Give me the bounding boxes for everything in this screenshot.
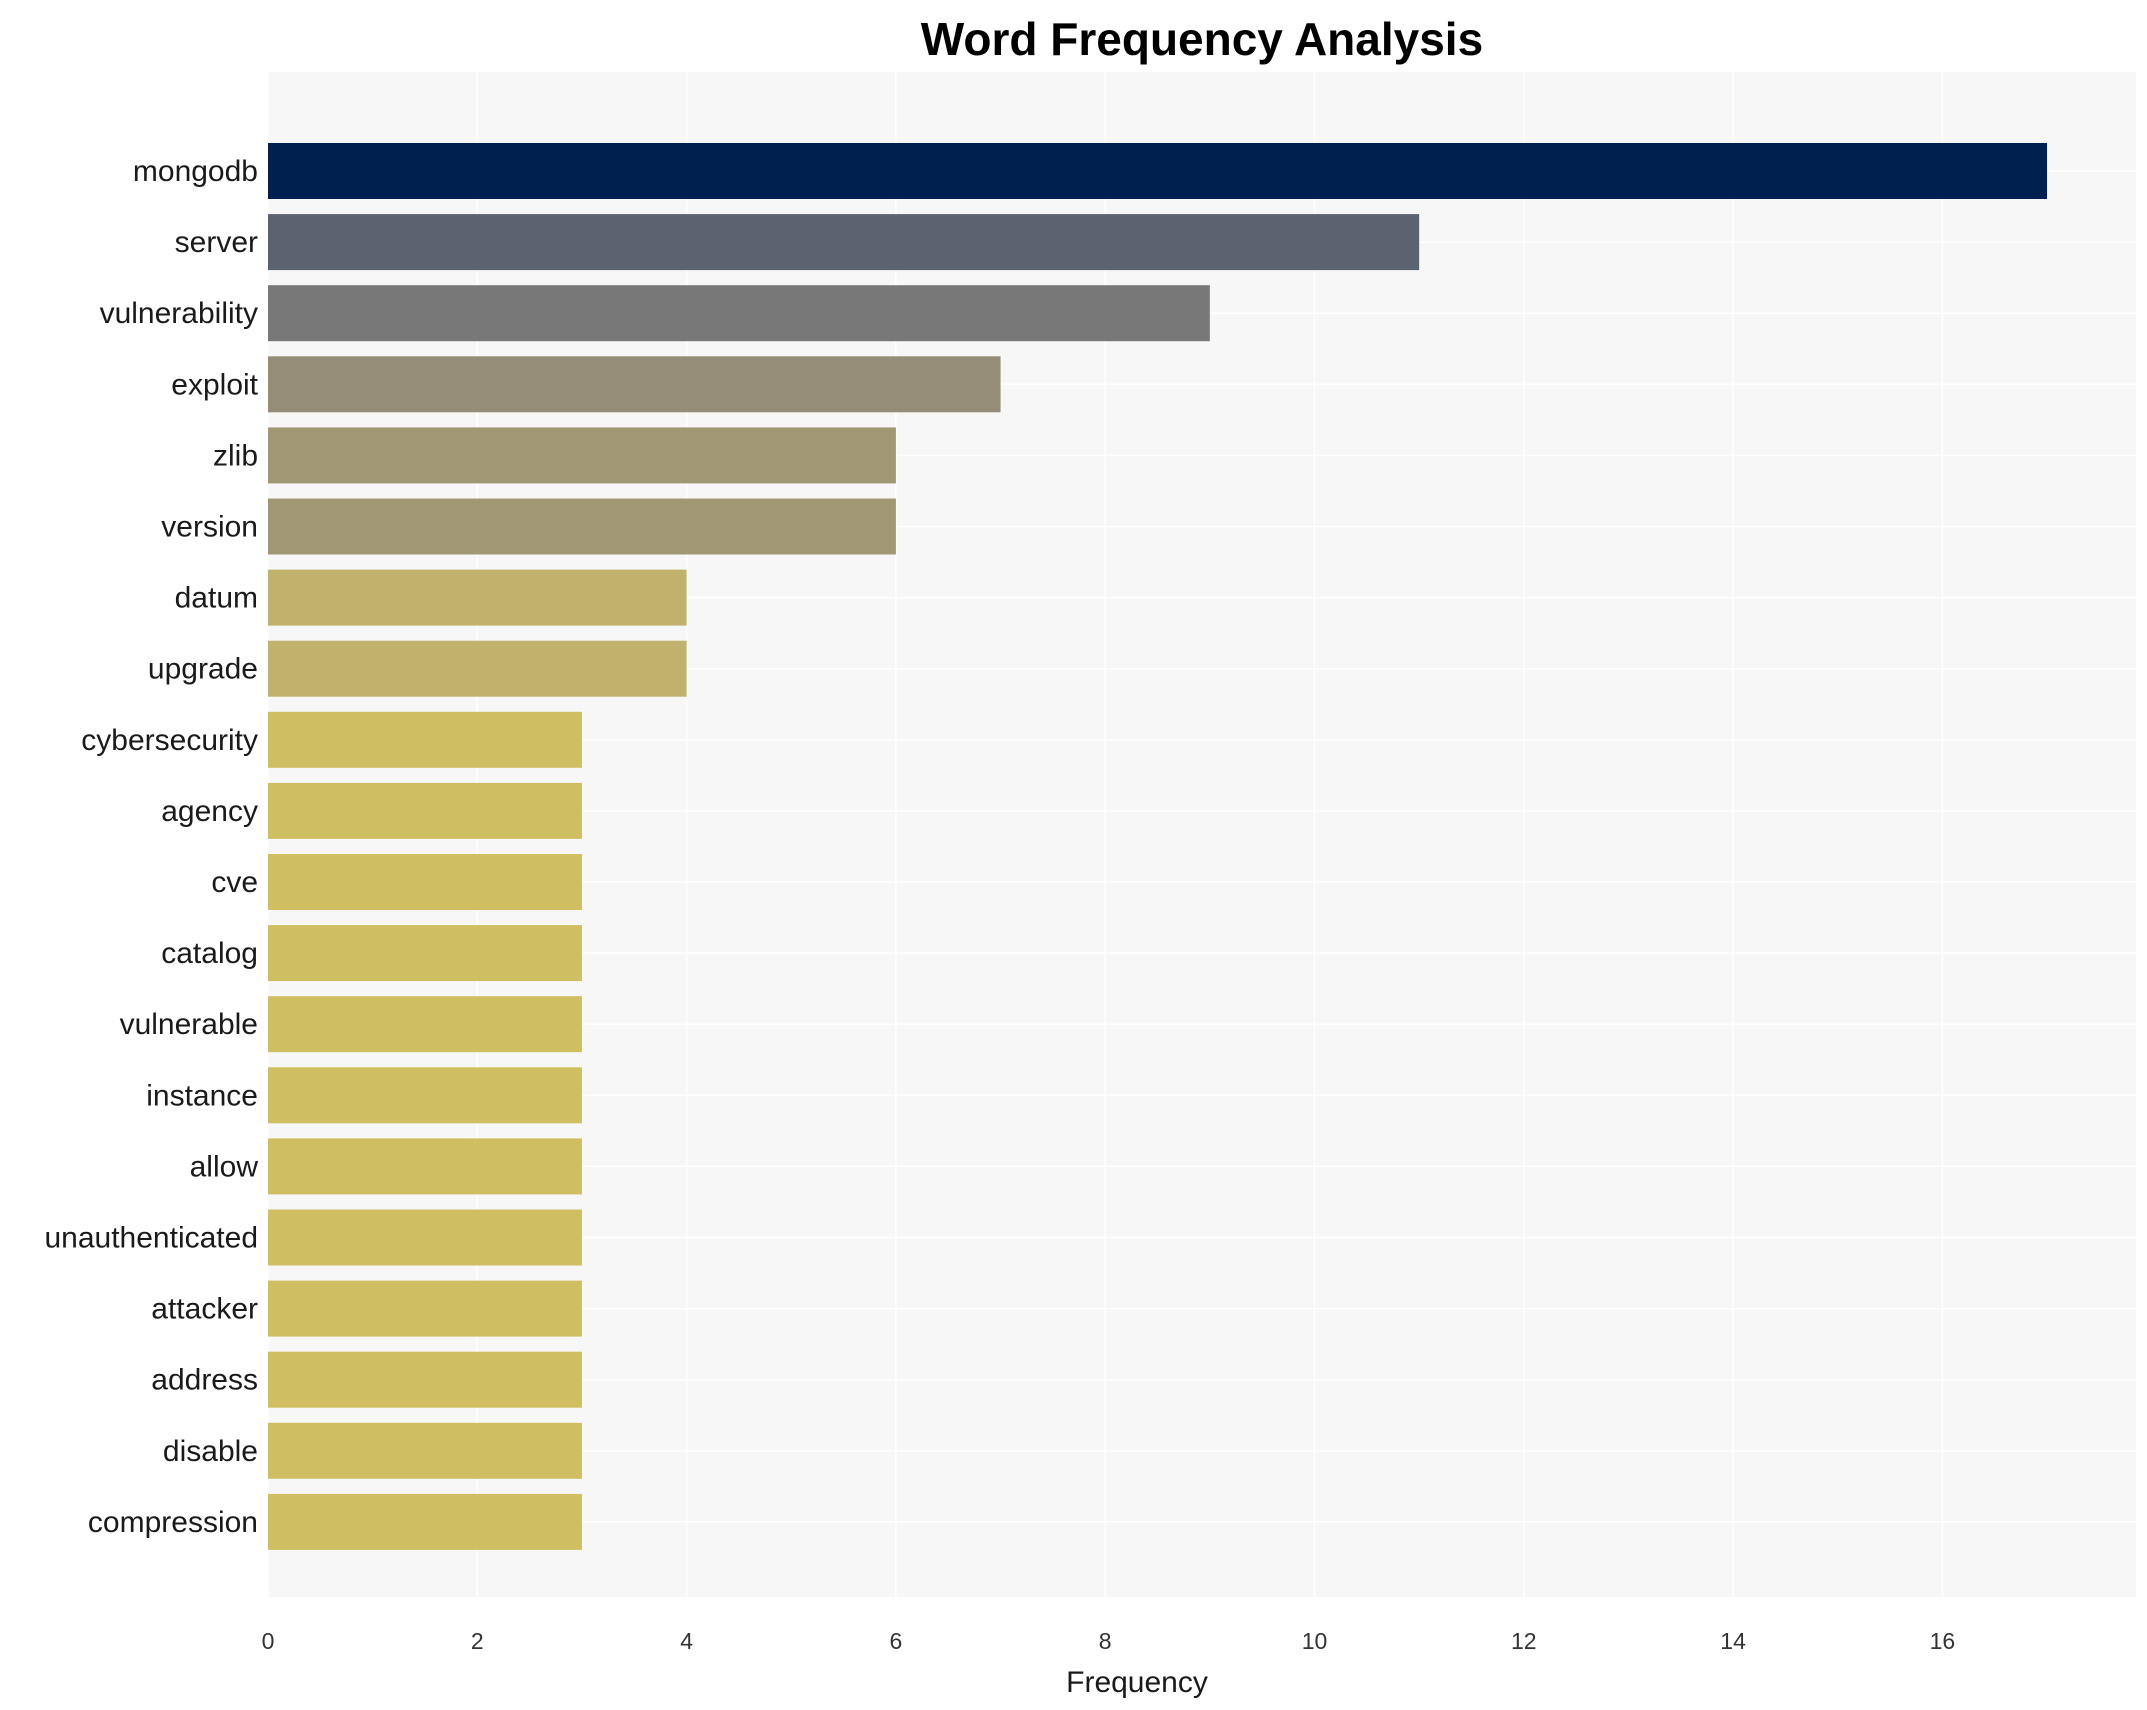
x-tick-label: 6: [890, 1628, 903, 1654]
y-tick-label: unauthenticated: [44, 1222, 258, 1255]
y-tick-label: agency: [161, 795, 258, 828]
y-tick-label: allow: [190, 1150, 259, 1183]
y-tick-label: address: [151, 1364, 258, 1397]
bar-datum: [268, 569, 687, 626]
x-tick-label: 14: [1720, 1628, 1746, 1654]
bar-catalog: [268, 925, 582, 982]
y-tick-label: cve: [211, 866, 258, 899]
y-tick-label: vulnerable: [120, 1008, 258, 1041]
y-tick-label: mongodb: [133, 155, 258, 188]
bar-vulnerability: [268, 285, 1210, 342]
bar-attacker: [268, 1280, 582, 1337]
bar-allow: [268, 1138, 582, 1195]
bar-version: [268, 498, 896, 555]
x-tick-label: 0: [262, 1628, 275, 1654]
y-tick-label: upgrade: [148, 653, 258, 686]
bar-unauthenticated: [268, 1209, 582, 1266]
bar-cve: [268, 854, 582, 910]
y-tick-label: instance: [146, 1079, 258, 1112]
y-tick-label: attacker: [151, 1293, 258, 1326]
x-axis-label: Frequency: [1066, 1666, 1208, 1699]
bar-exploit: [268, 356, 1001, 413]
y-tick-label: server: [175, 226, 258, 259]
x-tick-label: 12: [1511, 1628, 1537, 1654]
x-tick-label: 8: [1099, 1628, 1112, 1654]
bar-address: [268, 1351, 582, 1408]
y-tick-label: exploit: [171, 368, 258, 401]
x-tick-label: 16: [1930, 1628, 1956, 1654]
y-tick-label: cybersecurity: [81, 724, 258, 757]
bar-server: [268, 214, 1420, 271]
x-tick-label: 4: [680, 1628, 693, 1654]
x-tick-label: 2: [471, 1628, 484, 1654]
bar-mongodb: [268, 143, 2048, 199]
bar-instance: [268, 1067, 582, 1124]
y-tick-label: version: [161, 511, 258, 544]
bar-upgrade: [268, 640, 687, 697]
y-tick-label: datum: [175, 582, 258, 615]
bar-agency: [268, 782, 582, 839]
bar-compression: [268, 1493, 582, 1550]
x-tick-label: 10: [1302, 1628, 1328, 1654]
y-tick-label: zlib: [213, 439, 258, 472]
y-tick-label: vulnerability: [100, 297, 258, 330]
bar-cybersecurity: [268, 711, 582, 768]
bar-disable: [268, 1422, 582, 1479]
bar-vulnerable: [268, 996, 582, 1053]
y-tick-label: catalog: [161, 937, 258, 970]
bar-zlib: [268, 427, 896, 484]
chart-title: Word Frequency Analysis: [920, 13, 1484, 65]
y-tick-label: disable: [163, 1435, 258, 1468]
y-tick-label: compression: [88, 1506, 258, 1539]
